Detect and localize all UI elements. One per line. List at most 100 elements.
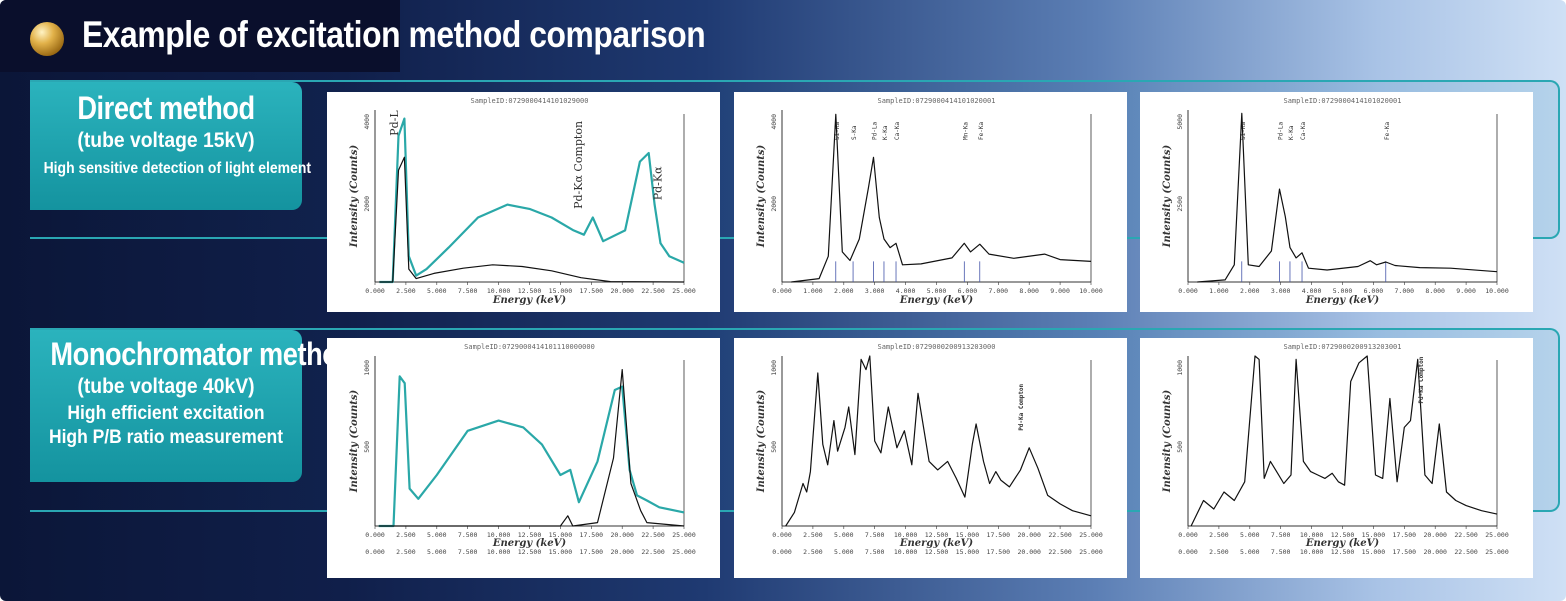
spectrum-panel-mono-3: SampleID:0729000200913203001 0.000 2.500 5.… — [1140, 338, 1533, 578]
x-tick-label-secondary: 17.500 — [580, 548, 604, 556]
x-tick-label: 25.000 — [1079, 531, 1103, 539]
x-tick-label: 10.000 — [487, 287, 511, 295]
y-axis-label: Intensity (Counts) — [756, 390, 767, 494]
x-tick-label: 0.000 — [365, 531, 385, 539]
x-tick-label: 8.000 — [1019, 287, 1039, 295]
series-line-black — [378, 369, 685, 527]
y-tick-label: 4000 — [363, 114, 371, 130]
y-tick-label: 5000 — [1176, 114, 1184, 130]
y-tick-label: 500 — [770, 441, 778, 453]
x-tick-label-secondary: 22.500 — [641, 548, 665, 556]
x-tick-label: 5.000 — [427, 531, 447, 539]
direct-method-note: High sensitive detection of light elemen… — [43, 160, 312, 177]
x-tick-label: 3.000 — [1271, 287, 1291, 295]
x-tick-label: 22.500 — [641, 287, 665, 295]
direct-method-title: Direct method — [77, 90, 255, 126]
x-tick-label: 5.000 — [834, 531, 854, 539]
spectrum-chart-direct-1: SampleID:0729000414101029000 0.000 2.500 5.… — [349, 97, 696, 306]
y-tick-label: 2000 — [363, 196, 371, 212]
y-tick-label: 500 — [363, 441, 371, 453]
bullet-orb-icon — [30, 22, 64, 56]
x-tick-label: 9.000 — [1456, 287, 1476, 295]
monochromator-method-title: Monochromator method — [50, 336, 355, 372]
x-tick-label: 2.000 — [834, 287, 854, 295]
y-tick-label: 1000 — [1176, 360, 1184, 376]
x-tick-label-secondary: 22.500 — [1454, 548, 1478, 556]
x-tick-label: 2.000 — [1240, 287, 1260, 295]
x-tick-label: 5.000 — [927, 287, 947, 295]
y-axis-label: Intensity (Counts) — [756, 145, 767, 249]
x-tick-label: 7.000 — [1395, 287, 1415, 295]
x-tick-label: 17.500 — [580, 287, 604, 295]
spectrum-panel-direct-3: SampleID:0729000414101020001 0.000 1.000 2.… — [1140, 92, 1533, 312]
x-tick-label: 25.000 — [672, 287, 696, 295]
x-tick-label: 25.000 — [1485, 531, 1509, 539]
x-tick-label-secondary: 25.000 — [672, 548, 696, 556]
series-line-black — [785, 355, 1092, 527]
x-tick-label-secondary: 0.000 — [772, 548, 792, 556]
x-tick-label: 20.000 — [1017, 531, 1041, 539]
x-tick-label: 9.000 — [1050, 287, 1070, 295]
x-tick-label-secondary: 5.000 — [427, 548, 447, 556]
spectrum-chart-mono-1: SampleID:0729000414101110000000 0.000 2.50… — [349, 343, 696, 556]
x-tick-label: 7.500 — [865, 531, 885, 539]
y-tick-label: 2500 — [1176, 196, 1184, 212]
x-tick-label-secondary: 12.500 — [518, 548, 542, 556]
direct-method-label: Direct method (tube voltage 15kV) High s… — [30, 82, 312, 210]
y-axis-label: Intensity (Counts) — [1162, 390, 1173, 494]
x-tick-label: 5.000 — [1333, 287, 1353, 295]
chart-title: SampleID:0729000414101020001 — [1283, 97, 1401, 105]
page-title: Example of excitation method comparison — [82, 14, 706, 55]
x-tick-label: 0.000 — [1178, 287, 1198, 295]
peak-annotation: Pd-Kα Compton — [572, 121, 585, 209]
x-tick-label-secondary: 2.500 — [803, 548, 823, 556]
x-tick-label: 2.500 — [803, 531, 823, 539]
y-axis-label: Intensity (Counts) — [349, 390, 360, 494]
series-line-black — [1190, 355, 1498, 527]
x-tick-label: 5.000 — [427, 287, 447, 295]
chart-title: SampleID:0729000200913203000 — [877, 343, 995, 351]
x-tick-label: 1.000 — [1209, 287, 1229, 295]
x-tick-label-secondary: 20.000 — [610, 548, 634, 556]
x-axis-label: Energy (keV) — [899, 538, 974, 549]
peak-label: K-Ka — [1288, 125, 1295, 140]
x-tick-label: 4.000 — [896, 287, 916, 295]
peak-annotation: Pd-L — [388, 110, 401, 136]
y-axis-label: Intensity (Counts) — [349, 145, 360, 249]
x-tick-label: 7.000 — [989, 287, 1009, 295]
x-axis-label: Energy (keV) — [492, 295, 567, 306]
x-tick-label: 10.000 — [1485, 287, 1509, 295]
spectrum-panel-direct-2: SampleID:0729000414101020001 0.000 1.000 2.… — [734, 92, 1127, 312]
series-line-black — [1197, 112, 1498, 283]
spectrum-panel-mono-2: SampleID:0729000200913203000 0.000 2.500 5.… — [734, 338, 1127, 578]
x-tick-label-secondary: 15.000 — [549, 548, 573, 556]
peak-label: Fe-Ka — [1384, 122, 1391, 140]
series-line-black — [791, 113, 1092, 283]
x-tick-label: 0.000 — [1178, 531, 1198, 539]
x-tick-label-secondary: 12.500 — [1331, 548, 1355, 556]
x-tick-label-secondary: 25.000 — [1079, 548, 1103, 556]
x-tick-label-secondary: 20.000 — [1423, 548, 1447, 556]
x-tick-label: 15.000 — [1362, 531, 1386, 539]
peak-annotation: Pd-Kα — [651, 166, 664, 200]
x-tick-label: 8.000 — [1425, 287, 1445, 295]
x-tick-label: 7.500 — [458, 287, 478, 295]
x-tick-label-secondary: 10.000 — [1300, 548, 1324, 556]
series-line-teal — [378, 375, 685, 528]
title-bar — [0, 0, 400, 72]
x-tick-label: 12.500 — [518, 531, 542, 539]
spectrum-chart-direct-3: SampleID:0729000414101020001 0.000 1.000 2.… — [1162, 97, 1509, 306]
peak-label: Si-Ka — [834, 122, 841, 140]
peak-annotation: Pd-Ka Compton — [1418, 356, 1425, 403]
x-tick-label: 22.500 — [1048, 531, 1072, 539]
peak-label: Pd-La — [1277, 122, 1284, 140]
x-tick-label-secondary: 2.500 — [1209, 548, 1229, 556]
x-tick-label: 20.000 — [1423, 531, 1447, 539]
x-tick-label: 1.000 — [803, 287, 823, 295]
y-tick-label: 4000 — [770, 114, 778, 130]
x-tick-label: 22.500 — [1454, 531, 1478, 539]
x-tick-label-secondary: 5.000 — [834, 548, 854, 556]
x-tick-label: 7.500 — [458, 531, 478, 539]
x-tick-label-secondary: 17.500 — [987, 548, 1011, 556]
